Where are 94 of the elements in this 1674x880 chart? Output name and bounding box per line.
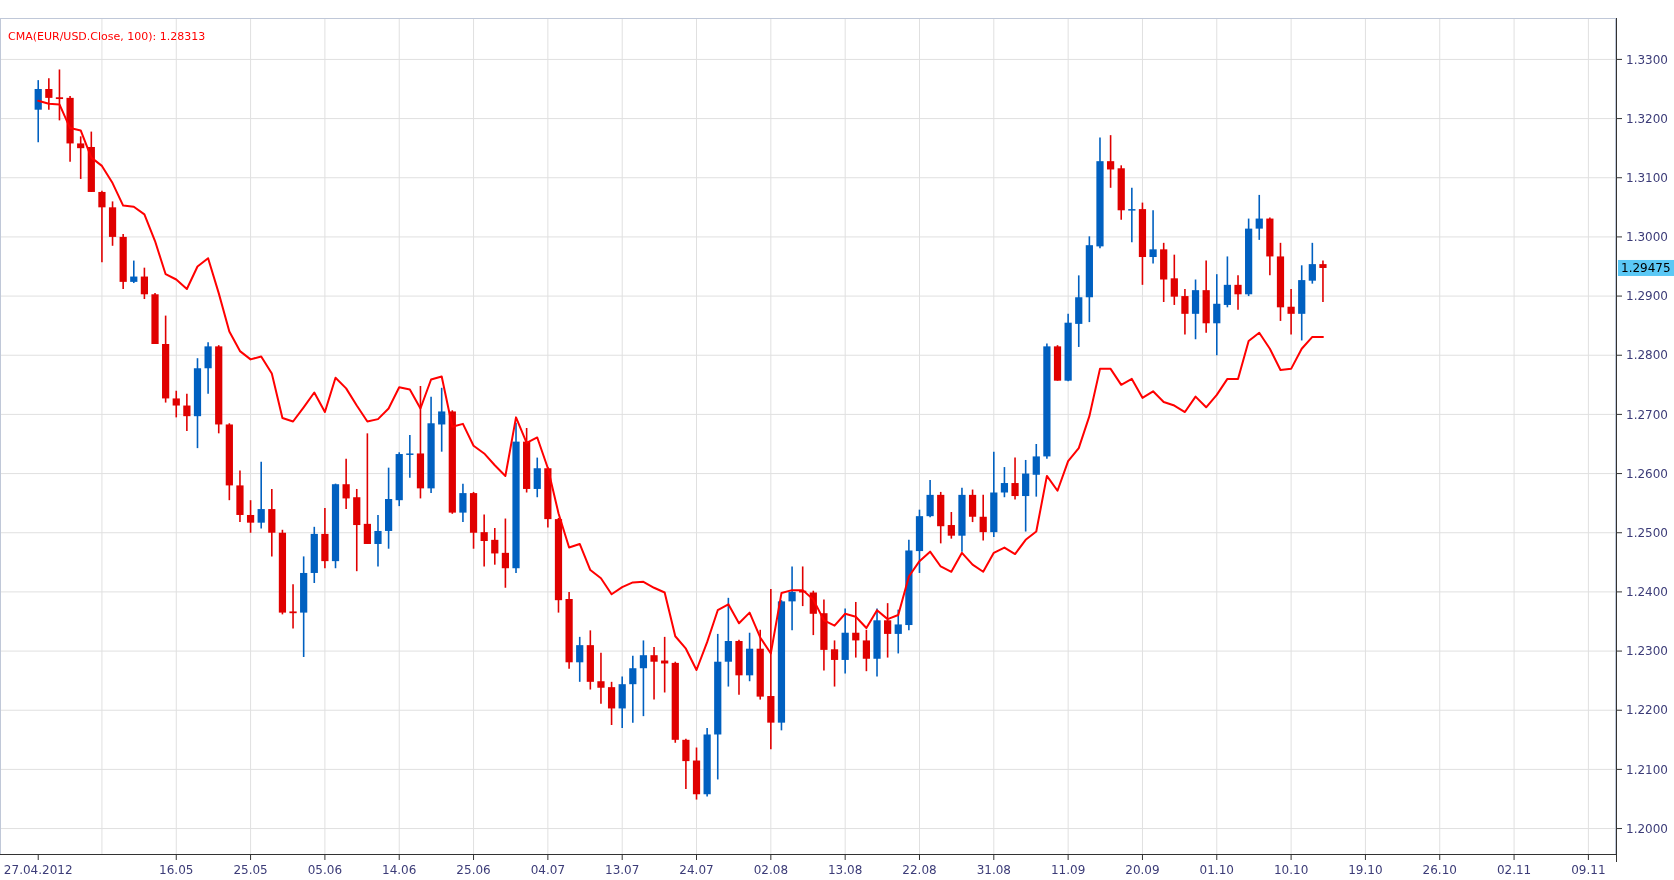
- candlestick: [862, 628, 871, 672]
- x-tick-label: 01.10: [1199, 863, 1234, 877]
- candlestick: [204, 341, 212, 395]
- candlestick: [1128, 187, 1136, 244]
- x-tick-label: 13.08: [827, 863, 863, 877]
- candlestick: [1170, 253, 1178, 306]
- x-tick-label: 13.07: [605, 863, 640, 877]
- candlestick: [1287, 288, 1295, 336]
- y-tick-label: 1.2400: [1626, 585, 1668, 600]
- candlestick: [576, 636, 584, 683]
- x-tick-label: 11.09: [1050, 863, 1086, 877]
- candlestick: [1181, 288, 1189, 336]
- candlestick: [1213, 273, 1221, 357]
- x-tick-label: 04.07: [530, 863, 566, 877]
- candlestick: [1191, 278, 1200, 341]
- y-tick-label: 1.2100: [1626, 762, 1668, 777]
- candlestick: [724, 597, 732, 688]
- x-tick-label: 27.04.2012: [3, 863, 73, 877]
- candlestick: [140, 266, 149, 300]
- x-tick-label: 20.09: [1125, 863, 1160, 877]
- candlestick: [1022, 459, 1030, 533]
- candlestick: [629, 655, 637, 724]
- y-tick-label: 1.2600: [1626, 466, 1668, 481]
- candlestick: [480, 513, 488, 568]
- candlestick: [1234, 274, 1242, 311]
- y-tick-label: 1.3000: [1626, 230, 1668, 245]
- x-tick-label: 10.10: [1273, 863, 1309, 877]
- candlestick: [894, 608, 902, 655]
- candlestick: [1000, 466, 1009, 499]
- y-tick-label: 1.2000: [1626, 821, 1668, 836]
- x-tick-label: 25.05: [233, 863, 268, 877]
- candlestick: [1149, 209, 1157, 265]
- candlestick: [183, 392, 191, 432]
- y-tick-label: 1.3300: [1626, 52, 1668, 67]
- y-tick-label: 1.3200: [1626, 111, 1668, 126]
- candlestick: [289, 583, 297, 630]
- y-tick-label: 1.2900: [1626, 289, 1668, 304]
- y-tick-label: 1.3100: [1626, 170, 1668, 185]
- x-tick-label: 25.06: [456, 863, 491, 877]
- candlestick: [884, 602, 892, 659]
- candlestick: [55, 68, 64, 122]
- candlestick: [979, 494, 987, 542]
- candlestick: [597, 652, 605, 705]
- candlestick: [34, 79, 42, 144]
- candlestick: [98, 189, 106, 264]
- candlestick: [406, 434, 414, 479]
- candlestick: [501, 517, 510, 589]
- candlestick: [1011, 456, 1019, 501]
- y-tick-label: 1.2700: [1626, 407, 1668, 422]
- candlestick: [533, 456, 541, 499]
- x-tick-label: 05.06: [307, 863, 343, 877]
- x-tick-label: 24.07: [679, 863, 714, 877]
- x-tick-label: 19.10: [1348, 863, 1383, 877]
- candlestick: [639, 639, 648, 717]
- candlestick: [438, 386, 446, 453]
- candlestick: [650, 646, 658, 701]
- y-tick-label: 1.2300: [1626, 644, 1668, 659]
- candlestick: [788, 565, 796, 632]
- candlestick: [607, 681, 616, 726]
- candlestick: [268, 488, 276, 558]
- x-tick-label: 31.08: [976, 863, 1011, 877]
- candlestick: [257, 460, 265, 530]
- x-tick-label: 26.10: [1422, 863, 1457, 877]
- candlestick: [374, 514, 382, 568]
- candlestick: [172, 389, 180, 419]
- candlestick: [1319, 259, 1327, 303]
- candlestick: [491, 527, 499, 566]
- candlestick: [830, 639, 839, 688]
- y-tick-label: 1.2800: [1626, 348, 1668, 363]
- x-tick-label: 16.05: [159, 863, 194, 877]
- candlestick: [1106, 134, 1115, 189]
- x-tick-label: 02.08: [753, 863, 789, 877]
- x-tick-label: 02.11: [1496, 863, 1532, 877]
- x-tick-label: 22.08: [902, 863, 937, 877]
- candlestick: [342, 457, 350, 510]
- candlestick: [947, 511, 955, 540]
- text: CMA(EUR/USD.Close, 100): 1.28313: [8, 30, 206, 43]
- candlestick: [459, 482, 467, 523]
- candlestick: [246, 499, 255, 534]
- y-tick-label: 1.2500: [1626, 525, 1668, 540]
- candlestick: [1308, 242, 1316, 285]
- candlestick: [77, 135, 85, 180]
- x-tick-label: 14.06: [382, 863, 417, 877]
- candlestick: [1032, 443, 1040, 498]
- candlestick: [1223, 255, 1232, 309]
- candlestick: [1255, 194, 1263, 241]
- x-tick-label: 09.11: [1571, 863, 1606, 877]
- candlestick: [45, 77, 53, 111]
- y-tick-label: 1.2200: [1626, 703, 1668, 718]
- candlestick: [363, 432, 371, 545]
- candlestick: [968, 488, 977, 523]
- candlestick: [926, 479, 934, 519]
- candlestick: [130, 259, 138, 284]
- candlestick: [682, 737, 690, 790]
